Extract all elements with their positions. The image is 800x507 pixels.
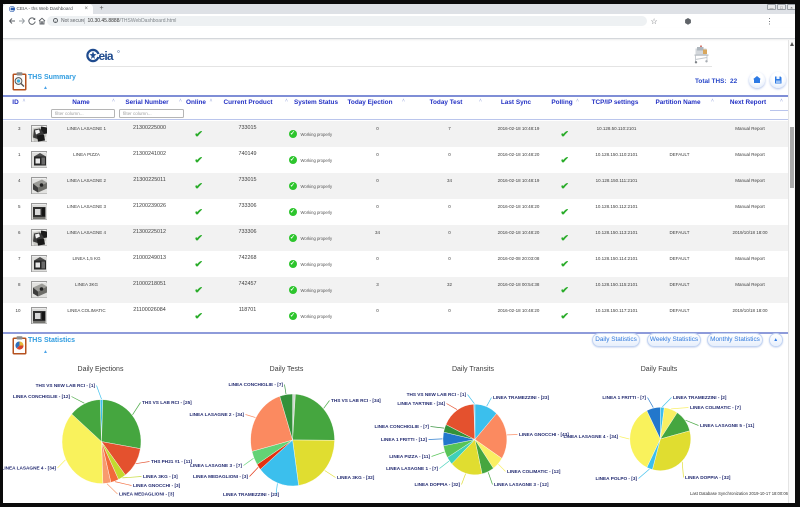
svg-text:THS VS NEW LAB RCI - [1]: THS VS NEW LAB RCI - [1] xyxy=(36,383,96,388)
svg-text:LINEA TARTINE - [34]: LINEA TARTINE - [34] xyxy=(397,401,445,406)
svg-text:LINEA COLIMATIC - [7]: LINEA COLIMATIC - [7] xyxy=(690,405,741,410)
svg-text:LINEA LASAGNE 5 - [11]: LINEA LASAGNE 5 - [11] xyxy=(700,423,755,428)
svg-text:LINEA MEDAGLIONI - [3]: LINEA MEDAGLIONI - [3] xyxy=(193,474,248,479)
svg-text:LINEA GNOCCHI - [3]: LINEA GNOCCHI - [3] xyxy=(133,483,181,488)
svg-text:LINEA LASAGNE 2 - [34]: LINEA LASAGNE 2 - [34] xyxy=(189,412,244,417)
svg-text:THS PH21 #1 - [11]: THS PH21 #1 - [11] xyxy=(151,459,193,464)
svg-text:LINEA 1 FRITTI - [12]: LINEA 1 FRITTI - [12] xyxy=(381,437,428,442)
svg-text:LINEA TRAMEZZINI - [2]: LINEA TRAMEZZINI - [2] xyxy=(673,395,727,400)
svg-text:LINEA TRAMEZZINI - [23]: LINEA TRAMEZZINI - [23] xyxy=(223,492,280,497)
svg-text:LINEA 3KG - [3]: LINEA 3KG - [3] xyxy=(143,474,178,479)
svg-text:Daily Ejections: Daily Ejections xyxy=(78,366,124,373)
svg-text:Daily Transits: Daily Transits xyxy=(452,366,495,373)
svg-text:LINEA CONCHIGLIE - [7]: LINEA CONCHIGLIE - [7] xyxy=(228,382,283,387)
svg-text:Daily Tests: Daily Tests xyxy=(270,366,304,373)
svg-text:Daily Faults: Daily Faults xyxy=(641,366,678,373)
svg-text:LINEA CONCHIGLIE - [7]: LINEA CONCHIGLIE - [7] xyxy=(374,424,429,429)
svg-text:LINEA LASAGNE 1 - [7]: LINEA LASAGNE 1 - [7] xyxy=(386,466,438,471)
svg-text:LINEA DOPPIA - [32]: LINEA DOPPIA - [32] xyxy=(685,475,731,480)
svg-text:LINEA 1 FRITTI - [7]: LINEA 1 FRITTI - [7] xyxy=(602,395,646,400)
svg-text:LINEA POLPO - [3]: LINEA POLPO - [3] xyxy=(596,476,638,481)
svg-text:LINEA LASAGNE 3 - [7]: LINEA LASAGNE 3 - [7] xyxy=(190,463,242,468)
svg-text:LINEA CONCHIGLIE - [12]: LINEA CONCHIGLIE - [12] xyxy=(13,394,71,399)
svg-text:LINEA COLIMATIC - [12]: LINEA COLIMATIC - [12] xyxy=(507,469,561,474)
svg-text:THS VS NEW LAB RCI - [1]: THS VS NEW LAB RCI - [1] xyxy=(407,392,467,397)
svg-text:LINEA 3KG - [32]: LINEA 3KG - [32] xyxy=(337,475,375,480)
svg-text:LINEA TRAMEZZINI - [23]: LINEA TRAMEZZINI - [23] xyxy=(493,395,550,400)
svg-text:LINEA LASAGNE 4 - [34]: LINEA LASAGNE 4 - [34] xyxy=(563,434,618,439)
svg-text:eia: eia xyxy=(99,49,114,63)
svg-text:THS VS LAB RCI - [34]: THS VS LAB RCI - [34] xyxy=(331,398,381,403)
svg-text:LINEA PIZZA - [11]: LINEA PIZZA - [11] xyxy=(389,454,430,459)
svg-text:LINEA MEDAGLIONI - [3]: LINEA MEDAGLIONI - [3] xyxy=(119,492,174,497)
svg-text:LINEA LASAGNE 3 - [12]: LINEA LASAGNE 3 - [12] xyxy=(494,482,549,487)
svg-text:LINEA GNOCCHI - [43]: LINEA GNOCCHI - [43] xyxy=(519,432,569,437)
svg-text:THS VS LAB RCI - [25]: THS VS LAB RCI - [25] xyxy=(142,400,192,405)
svg-text:LINEA LASAGNE 4 - [34]: LINEA LASAGNE 4 - [34] xyxy=(1,466,56,471)
svg-text:LINEA DOPPIA - [32]: LINEA DOPPIA - [32] xyxy=(415,482,461,487)
